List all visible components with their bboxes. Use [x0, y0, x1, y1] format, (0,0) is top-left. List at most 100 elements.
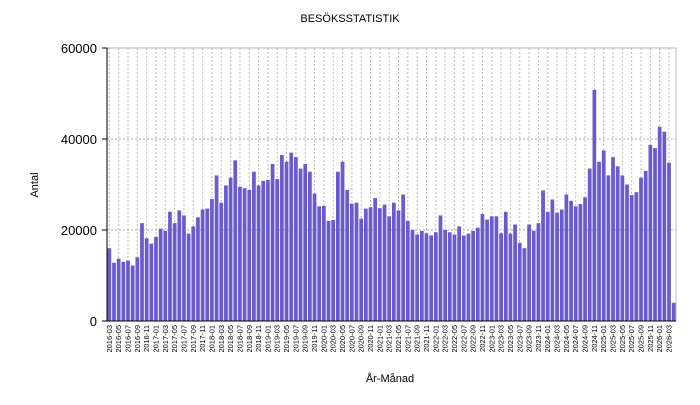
bar: [266, 179, 270, 321]
bar: [200, 209, 205, 321]
y-tick-label: 60000: [61, 41, 97, 56]
bar: [354, 202, 359, 321]
x-tick-label: 2017-07: [179, 325, 188, 353]
x-tick-label: 2019-03: [273, 325, 282, 353]
bar: [541, 190, 545, 321]
bar: [126, 260, 130, 321]
bar: [461, 235, 466, 321]
bar: [592, 89, 597, 321]
bar: [168, 211, 172, 321]
bar: [555, 212, 559, 321]
bar: [662, 131, 667, 321]
x-tick-label: 2022-09: [469, 325, 478, 353]
x-tick-label: 2025-11: [646, 325, 655, 352]
bar: [121, 261, 126, 321]
bar: [513, 224, 517, 321]
bar: [280, 154, 284, 321]
bar: [298, 168, 303, 321]
bar: [294, 157, 298, 321]
bar: [219, 202, 224, 321]
bar: [247, 189, 252, 321]
bar: [177, 210, 182, 321]
bar: [349, 203, 354, 321]
bar: [135, 257, 140, 321]
x-tick-label: 2021-03: [385, 325, 394, 353]
bar: [275, 179, 280, 321]
x-tick-label: 2019-09: [301, 325, 310, 353]
bar: [601, 150, 606, 321]
x-tick-label: 2018-05: [226, 325, 235, 353]
x-tick-label: 2018-03: [217, 325, 226, 353]
x-tick-label: 2018-09: [245, 325, 254, 353]
x-tick-label: 2020-11: [366, 325, 375, 352]
x-tick-label: 2016-07: [123, 325, 132, 353]
bar: [331, 219, 336, 321]
x-tick-label: 2016-03: [105, 325, 114, 353]
bar: [186, 233, 191, 321]
bar: [196, 217, 200, 321]
bar: [671, 302, 676, 321]
bar: [401, 194, 406, 321]
bar: [527, 224, 531, 321]
bar: [256, 185, 261, 321]
bar: [508, 233, 513, 321]
bar: [149, 243, 154, 321]
bar: [517, 242, 522, 321]
x-tick-label: 2020-07: [347, 325, 356, 353]
bar: [522, 248, 527, 321]
bar: [107, 248, 112, 321]
bar: [471, 230, 475, 321]
bar: [154, 236, 158, 321]
bar: [303, 164, 308, 321]
bar: [611, 157, 615, 321]
x-tick-label: 2021-11: [422, 325, 431, 352]
x-tick-label: 2025-07: [627, 325, 636, 353]
bar: [368, 207, 373, 321]
bar: [606, 175, 611, 321]
x-tick-label: 2022-11: [478, 325, 487, 352]
bar: [569, 200, 573, 321]
bar: [233, 160, 238, 321]
bar: [503, 211, 508, 321]
x-tick-label: 2023-05: [506, 325, 515, 353]
bar: [284, 161, 289, 321]
x-tick-label: 2025-03: [609, 325, 618, 353]
bar: [140, 223, 144, 321]
bar: [415, 234, 420, 321]
bar: [359, 218, 364, 321]
bar: [340, 161, 345, 321]
bar: [559, 209, 564, 321]
bar: [531, 230, 536, 321]
bar: [653, 148, 657, 321]
bar: [550, 199, 555, 321]
x-tick-label: 2016-11: [142, 325, 151, 352]
bar: [308, 171, 312, 321]
x-tick-label: 2024-11: [590, 325, 599, 352]
bar: [377, 208, 382, 321]
bar: [620, 175, 625, 321]
x-tick-label: 2020-09: [357, 325, 366, 353]
bar: [144, 238, 149, 321]
bar: [289, 152, 294, 321]
bar: [205, 208, 210, 321]
bar: [335, 171, 340, 321]
y-tick-label: 20000: [61, 223, 97, 238]
bar: [391, 202, 396, 321]
bar: [172, 223, 177, 321]
y-tick-label: 40000: [61, 132, 97, 147]
x-tick-label: 2017-09: [189, 325, 198, 353]
x-tick-label: 2023-09: [525, 325, 534, 353]
bar: [326, 220, 331, 321]
x-tick-label: 2025-09: [637, 325, 646, 353]
x-axis-label: År-Månad: [366, 372, 414, 385]
bar: [573, 206, 578, 321]
y-axis-label: Antal: [29, 172, 41, 197]
bar: [322, 205, 326, 321]
y-tick-label: 0: [90, 314, 97, 329]
bar: [615, 166, 620, 321]
bar: [112, 262, 116, 321]
bar: [252, 171, 256, 321]
bar: [536, 223, 541, 321]
x-tick-label: 2025-01: [599, 325, 608, 353]
bar: [382, 204, 387, 321]
